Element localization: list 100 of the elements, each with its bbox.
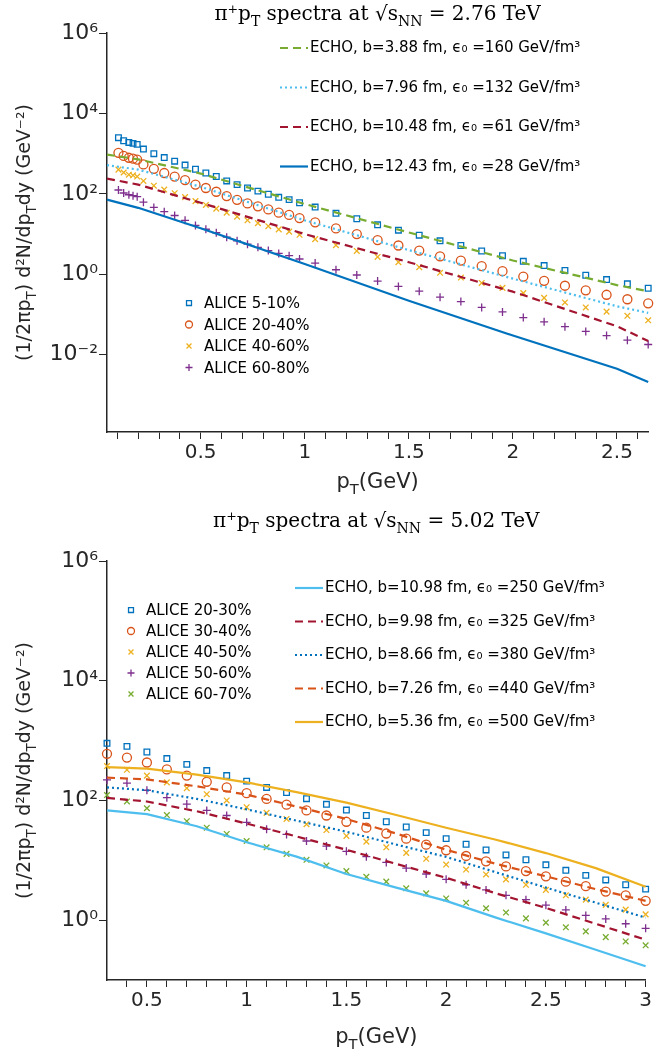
point: [129, 139, 137, 147]
point: [642, 885, 650, 893]
point: [540, 871, 552, 882]
point: [310, 258, 320, 268]
point: [275, 193, 283, 201]
legend-label: ALICE 60-70%: [146, 685, 252, 703]
point: [296, 199, 304, 207]
legend-label: ECHO, b=7.26 fm, ϵ₀ =440 GeV/fm³: [325, 678, 596, 697]
legend-label: ECHO, b=3.88 fm, ϵ₀ =160 GeV/fm³: [310, 38, 581, 56]
point: [580, 880, 591, 892]
point: [518, 271, 529, 282]
point: [502, 909, 510, 917]
point: [330, 223, 342, 234]
point: [148, 163, 159, 174]
x-tick-label: 1: [298, 439, 312, 464]
point: [252, 201, 264, 212]
point: [601, 914, 611, 924]
point: [442, 861, 450, 868]
point: [223, 177, 231, 185]
point: [460, 850, 472, 862]
point: [341, 816, 352, 827]
point: [402, 823, 410, 831]
y-axis-title: (1/2πpT) d²N/dpTdy (GeV⁻²): [12, 642, 39, 899]
point: [101, 748, 113, 759]
point: [541, 900, 551, 910]
point: [462, 899, 470, 907]
point: [294, 212, 305, 224]
point: [254, 187, 262, 195]
point: [183, 760, 191, 768]
point: [163, 811, 171, 819]
point: [244, 184, 251, 192]
point: [141, 757, 153, 768]
point: [331, 265, 341, 275]
point: [456, 296, 466, 307]
point: [600, 886, 611, 897]
point: [374, 221, 382, 229]
legend-label: ALICE 30-40%: [146, 622, 252, 640]
point: [301, 805, 312, 816]
point: [143, 772, 151, 780]
point: [455, 255, 467, 266]
point: [102, 775, 112, 785]
point: [622, 294, 633, 305]
point: [482, 846, 490, 854]
point: [342, 806, 350, 814]
point: [114, 134, 122, 142]
point: [457, 242, 465, 249]
point: [243, 777, 251, 785]
point: [421, 839, 432, 850]
point: [310, 217, 321, 228]
point: [128, 191, 138, 201]
point: [223, 796, 231, 804]
point: [440, 845, 452, 856]
legend-label: ECHO, b=12.43 fm, ϵ₀ =28 GeV/fm³: [310, 156, 581, 175]
point: [374, 253, 382, 261]
point: [434, 251, 446, 262]
point: [502, 851, 510, 859]
point: [497, 307, 508, 317]
point: [241, 788, 252, 799]
point: [243, 803, 251, 811]
point: [480, 856, 492, 867]
point: [582, 303, 590, 311]
point: [500, 861, 512, 872]
point: [169, 171, 180, 182]
y-tick-label: 10⁴: [61, 666, 99, 692]
point: [562, 866, 570, 874]
point: [382, 818, 390, 826]
point: [519, 257, 527, 265]
point: [211, 186, 222, 197]
point: [143, 804, 151, 812]
y-tick-label: 10⁻²: [49, 340, 98, 366]
point: [620, 890, 631, 901]
point: [539, 317, 549, 327]
legend-label: ECHO, b=10.48 fm, ϵ₀ =61 GeV/fm³: [310, 117, 581, 135]
point: [640, 895, 651, 907]
point: [139, 177, 147, 185]
point: [542, 919, 550, 927]
point: [120, 169, 128, 176]
point: [582, 896, 590, 904]
point: [261, 793, 272, 805]
point: [163, 755, 171, 763]
point: [159, 167, 170, 179]
point: [283, 209, 295, 221]
point: [538, 275, 550, 286]
point: [602, 876, 610, 884]
point: [372, 276, 383, 286]
point: [462, 840, 470, 848]
legend-label: ALICE 20-30%: [146, 601, 252, 619]
point: [283, 815, 291, 823]
point: [622, 906, 630, 914]
point: [171, 157, 179, 165]
x-tick-label: 1: [240, 987, 254, 1012]
point: [602, 901, 610, 909]
point: [351, 228, 362, 240]
point: [127, 153, 139, 164]
point: [582, 271, 590, 279]
point: [499, 252, 506, 260]
point: [160, 154, 168, 162]
point: [422, 829, 430, 837]
x-tick-label: 2: [506, 439, 520, 464]
point: [622, 881, 630, 889]
